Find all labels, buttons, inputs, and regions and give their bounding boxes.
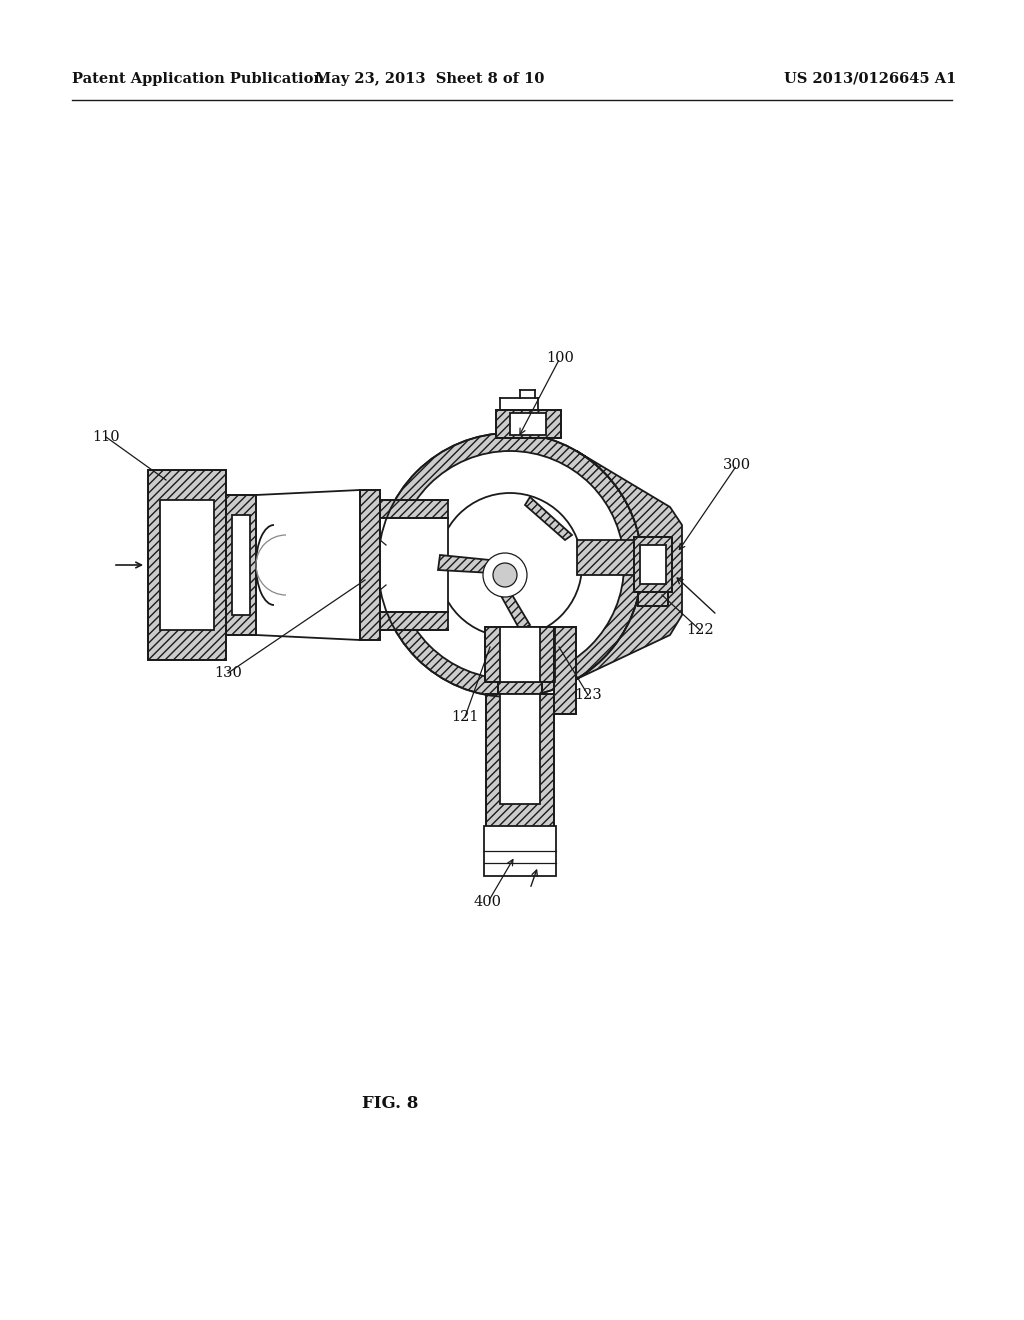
Bar bbox=[226, 495, 256, 635]
Bar bbox=[148, 470, 226, 660]
Circle shape bbox=[396, 451, 624, 678]
Text: US 2013/0126645 A1: US 2013/0126645 A1 bbox=[783, 73, 956, 86]
Bar bbox=[634, 537, 672, 591]
Bar bbox=[638, 591, 668, 606]
Text: FIG. 8: FIG. 8 bbox=[361, 1096, 418, 1111]
Bar bbox=[485, 627, 555, 682]
Polygon shape bbox=[525, 498, 572, 540]
Bar bbox=[360, 490, 380, 640]
Circle shape bbox=[378, 433, 642, 697]
Text: 123: 123 bbox=[574, 688, 602, 702]
Bar bbox=[232, 515, 250, 615]
Text: 400: 400 bbox=[474, 895, 502, 909]
Bar bbox=[634, 537, 672, 591]
Text: May 23, 2013  Sheet 8 of 10: May 23, 2013 Sheet 8 of 10 bbox=[315, 73, 545, 86]
Bar bbox=[496, 411, 561, 438]
Text: 130: 130 bbox=[214, 667, 242, 680]
Bar bbox=[360, 490, 380, 640]
Bar bbox=[376, 500, 449, 517]
Bar bbox=[638, 591, 668, 606]
Circle shape bbox=[438, 492, 582, 638]
Polygon shape bbox=[495, 583, 530, 630]
Bar bbox=[554, 627, 575, 714]
Bar bbox=[226, 495, 256, 635]
Text: 300: 300 bbox=[723, 458, 751, 473]
Polygon shape bbox=[575, 450, 682, 680]
Bar bbox=[640, 545, 666, 583]
Bar bbox=[498, 682, 542, 694]
Bar bbox=[498, 682, 542, 694]
Polygon shape bbox=[438, 554, 492, 573]
Bar bbox=[160, 500, 214, 630]
Bar bbox=[500, 694, 540, 804]
Bar bbox=[148, 470, 226, 660]
Circle shape bbox=[493, 564, 517, 587]
Bar bbox=[510, 413, 546, 436]
Bar bbox=[376, 612, 449, 630]
Text: Patent Application Publication: Patent Application Publication bbox=[72, 73, 324, 86]
Bar bbox=[485, 627, 555, 682]
Bar bbox=[484, 826, 556, 876]
Text: 121: 121 bbox=[452, 710, 479, 723]
Text: 100: 100 bbox=[546, 351, 573, 366]
Circle shape bbox=[483, 553, 527, 597]
Bar bbox=[577, 540, 657, 576]
Bar bbox=[496, 411, 561, 438]
Bar bbox=[376, 517, 449, 612]
Text: 110: 110 bbox=[92, 430, 120, 444]
Text: 122: 122 bbox=[686, 623, 714, 638]
Bar bbox=[500, 627, 540, 682]
Bar bbox=[486, 694, 554, 834]
Bar bbox=[486, 694, 554, 834]
Bar bbox=[554, 627, 575, 714]
